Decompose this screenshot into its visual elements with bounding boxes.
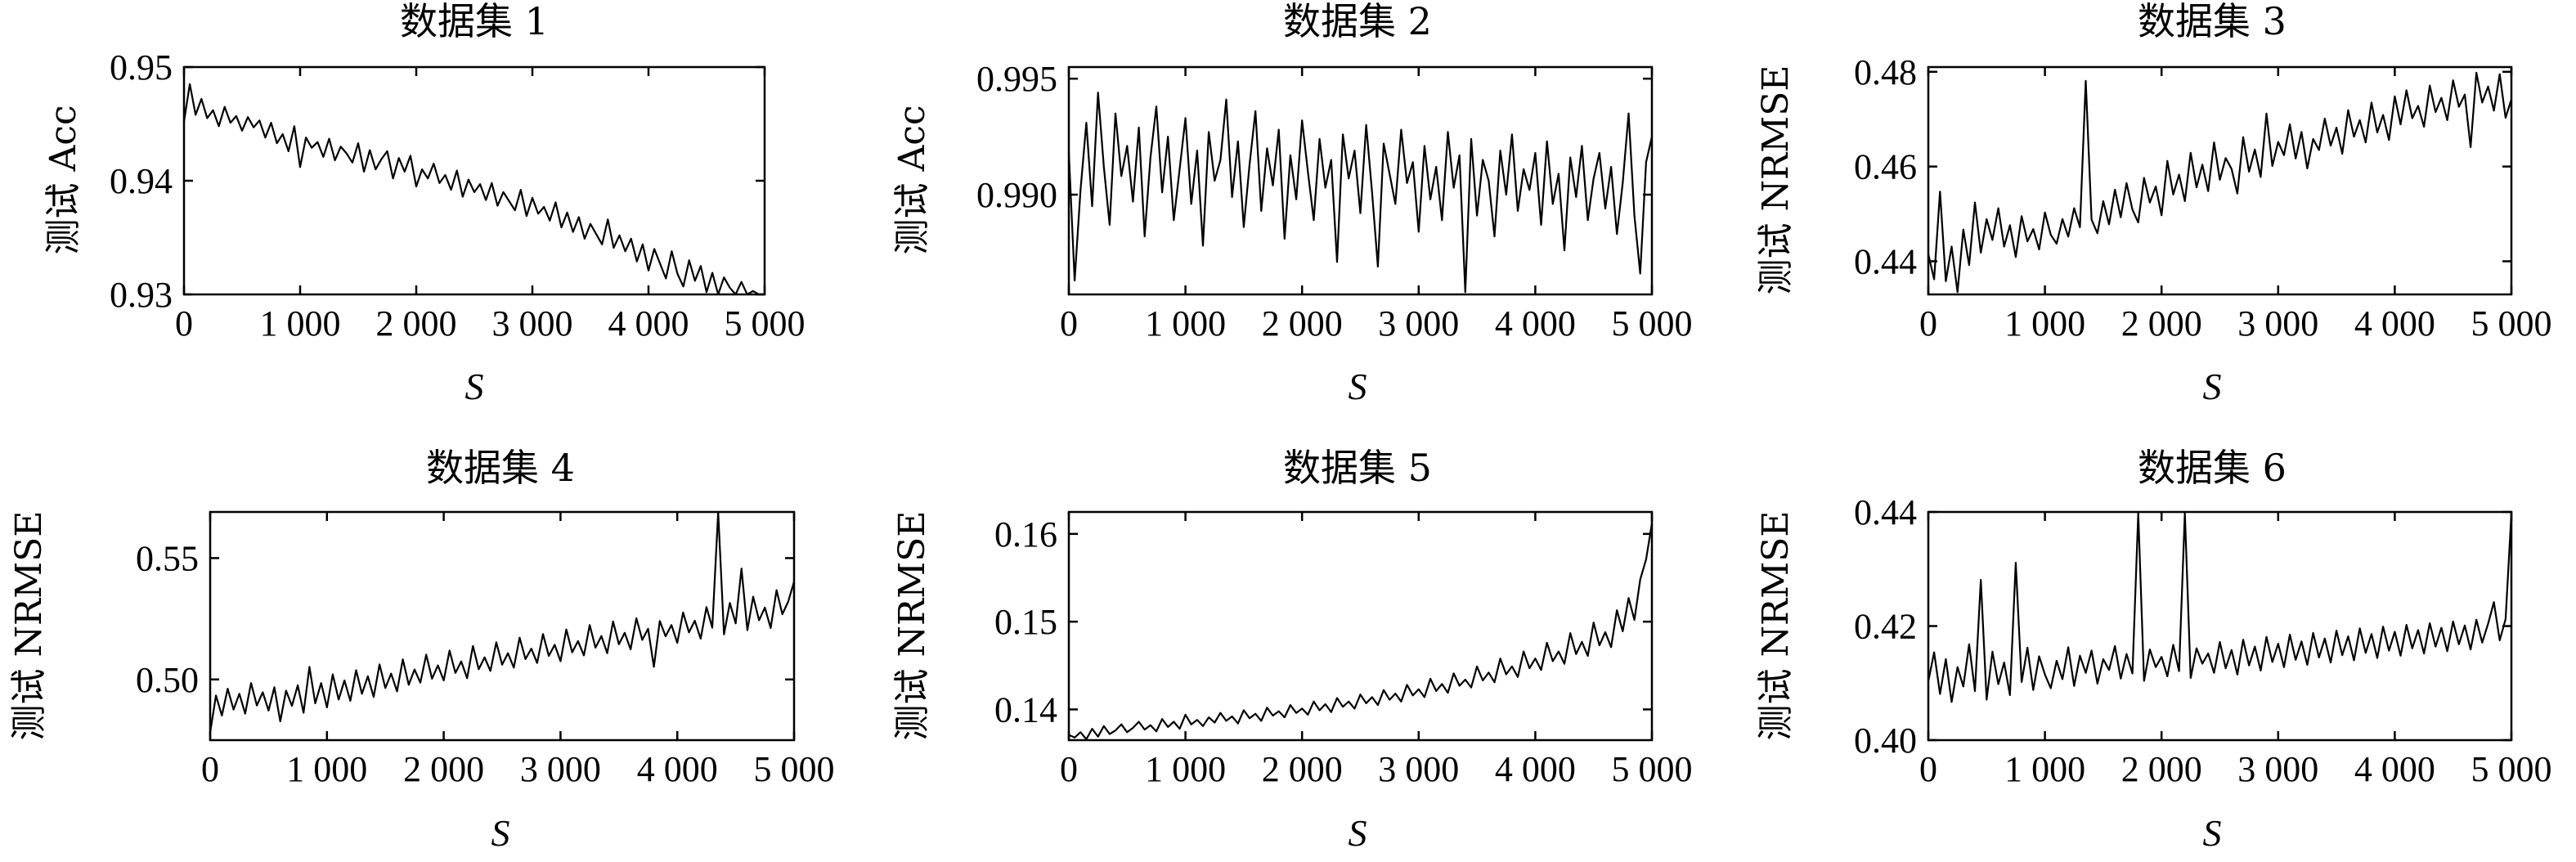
x-tick-label: 5 000: [754, 749, 835, 789]
y-tick-label: 0.44: [1854, 241, 1917, 281]
x-tick-label: 3 000: [1378, 749, 1459, 789]
series-line: [1067, 92, 1654, 294]
ticks-layer: 0 1 000 2 000 3 000 4 000 5 000 0.40 0.42 0.44: [1854, 492, 2552, 789]
x-tick-label: 3 000: [2237, 749, 2318, 789]
panel-dataset-1: 数据集 1 测试 Acc S 0 1 000 2 000 3 000 4 000 5 00…: [43, 0, 806, 407]
ticks-layer: 0 1 000 2 000 3 000 4 000 5 000 0.93 0.94 0.95: [110, 47, 806, 343]
x-axis-label: S: [491, 812, 510, 854]
y-tick-label: 0.990: [976, 175, 1057, 215]
panel-dataset-2: 数据集 2 测试 Acc S 0 1 000 2 000 3 000 4 000 5 00…: [891, 0, 1693, 407]
y-axis-label: 测试 Acc: [43, 105, 84, 254]
x-tick-label: 5 000: [725, 303, 806, 343]
x-tick-label: 3 000: [2237, 303, 2318, 343]
x-tick-label: 3 000: [1378, 303, 1459, 343]
y-tick-label: 0.44: [1854, 492, 1917, 532]
x-axis-label: S: [465, 366, 484, 407]
x-tick-label: 2 000: [376, 303, 457, 343]
x-tick-label: 0: [175, 303, 193, 343]
x-axis-label: S: [2203, 812, 2222, 854]
plot-frame: [209, 510, 796, 742]
chart-title: 数据集 2: [1283, 0, 1432, 43]
chart-title: 数据集 4: [426, 446, 575, 490]
x-axis-label: S: [1349, 812, 1367, 854]
x-tick-label: 1 000: [260, 303, 341, 343]
y-tick-label: 0.15: [994, 602, 1057, 642]
y-axis-label: 测试 NRMSE: [1755, 65, 1797, 295]
ticks-layer: 0 1 000 2 000 3 000 4 000 5 000 0.14 0.15 0.16: [994, 512, 1693, 789]
x-tick-label: 1 000: [2004, 303, 2085, 343]
y-tick-label: 0.94: [110, 161, 173, 201]
x-axis-label: S: [2203, 366, 2222, 407]
chart-title: 数据集 6: [2138, 446, 2287, 490]
y-axis-label: 测试 Acc: [891, 105, 933, 254]
y-tick-label: 0.93: [110, 275, 173, 315]
x-tick-label: 4 000: [637, 749, 718, 789]
x-tick-label: 2 000: [1262, 749, 1343, 789]
series-line: [1927, 71, 2513, 294]
x-tick-label: 2 000: [403, 749, 484, 789]
plot-frame: [182, 65, 766, 296]
panel-dataset-3: 数据集 3 测试 NRMSE S 0 1 000 2 000 3 000 4 000 5 …: [1755, 0, 2552, 407]
plot-frame: [1927, 65, 2513, 296]
x-tick-label: 5 000: [1612, 303, 1693, 343]
y-tick-label: 0.14: [994, 689, 1057, 730]
x-tick-label: 4 000: [2354, 303, 2435, 343]
y-tick-label: 0.48: [1854, 52, 1917, 92]
y-tick-label: 0.95: [110, 47, 173, 88]
x-tick-label: 2 000: [2121, 749, 2202, 789]
x-tick-label: 5 000: [1612, 749, 1693, 789]
series-line: [1068, 523, 1654, 740]
x-tick-label: 2 000: [2121, 303, 2202, 343]
chart-title: 数据集 3: [2138, 0, 2287, 43]
y-axis-label: 测试 NRMSE: [1755, 511, 1797, 741]
series-line: [1927, 512, 2513, 703]
panel-dataset-5: 数据集 5 测试 NRMSE S 0 1 000 2 000 3 000 4 000 5 …: [891, 446, 1693, 854]
ticks-layer: 0 1 000 2 000 3 000 4 000 5 000 0.44 0.46 0.48: [1854, 52, 2552, 343]
y-tick-label: 0.55: [136, 538, 199, 578]
x-tick-label: 5 000: [2471, 749, 2552, 789]
x-tick-label: 1 000: [286, 749, 367, 789]
y-tick-label: 0.16: [994, 514, 1057, 554]
y-axis-label: 测试 NRMSE: [8, 511, 50, 741]
y-axis-label: 测试 NRMSE: [891, 511, 933, 741]
x-tick-label: 4 000: [1495, 749, 1576, 789]
ticks-layer: 0 1 000 2 000 3 000 4 000 5 000 0.990 0.995: [976, 59, 1693, 343]
y-tick-label: 0.42: [1854, 607, 1917, 647]
plot-frame: [1067, 510, 1654, 742]
x-axis-label: S: [1349, 366, 1367, 407]
x-tick-label: 1 000: [1145, 749, 1226, 789]
plot-frame: [1067, 65, 1654, 296]
chart-title: 数据集 1: [400, 0, 549, 43]
x-tick-label: 2 000: [1262, 303, 1343, 343]
y-tick-label: 0.46: [1854, 147, 1917, 187]
y-tick-label: 0.40: [1854, 721, 1917, 761]
y-tick-label: 0.995: [976, 59, 1057, 99]
x-tick-label: 0: [1060, 749, 1078, 789]
x-tick-label: 1 000: [2004, 749, 2085, 789]
x-tick-label: 3 000: [520, 749, 601, 789]
x-tick-label: 1 000: [1145, 303, 1226, 343]
y-tick-label: 0.50: [136, 660, 199, 700]
ticks-layer: 0 1 000 2 000 3 000 4 000 5 000 0.50 0.55: [136, 512, 835, 789]
x-tick-label: 4 000: [2354, 749, 2435, 789]
x-tick-label: 4 000: [1495, 303, 1576, 343]
x-tick-label: 0: [1919, 303, 1937, 343]
series-line: [182, 83, 765, 296]
x-tick-label: 4 000: [608, 303, 689, 343]
x-tick-label: 0: [1919, 749, 1937, 789]
series-line: [209, 511, 796, 733]
x-tick-label: 0: [201, 749, 219, 789]
chart-title: 数据集 5: [1283, 446, 1432, 490]
panel-dataset-4: 数据集 4 测试 NRMSE S 0 1 000 2 000 3 000 4 000 5 …: [8, 446, 835, 854]
plot-frame: [1927, 510, 2513, 742]
x-tick-label: 5 000: [2471, 303, 2552, 343]
x-tick-label: 3 000: [492, 303, 573, 343]
panel-dataset-6: 数据集 6 测试 NRMSE S 0 1 000 2 000 3 000 4 000 5 …: [1755, 446, 2552, 854]
x-tick-label: 0: [1060, 303, 1078, 343]
